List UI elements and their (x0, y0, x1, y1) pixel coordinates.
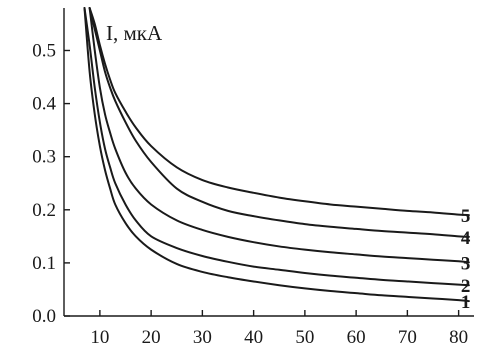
y-tick-label: 0.3 (32, 147, 56, 168)
series-curves (83, 7, 470, 303)
y-tick-label: 0.2 (32, 200, 56, 221)
series-line-4 (88, 7, 470, 238)
series-label-4: 4 (461, 228, 471, 249)
x-tick-label: 80 (449, 327, 468, 348)
series-label-5: 5 (461, 206, 471, 227)
x-ticks: 10 20 30 40 50 60 70 80 (90, 310, 468, 348)
y-tick-label: 0.5 (32, 40, 56, 61)
series-line-3 (88, 7, 470, 264)
series-line-5 (88, 7, 470, 217)
x-tick-label: 60 (347, 327, 366, 348)
axes (63, 8, 474, 317)
x-tick-label: 10 (90, 327, 109, 348)
series-label-3: 3 (461, 253, 471, 274)
series-labels: 123 45 (461, 206, 471, 313)
x-tick-label: 40 (244, 327, 263, 348)
y-tick-label: 0.4 (32, 94, 56, 115)
series-label-1: 1 (461, 292, 471, 313)
x-tick-label: 30 (193, 327, 212, 348)
y-axis-title: I, мкА (106, 21, 163, 45)
series-label-2: 2 (461, 276, 471, 297)
y-tick-label: 0.1 (32, 253, 56, 274)
y-tick-label: 0.0 (32, 306, 56, 327)
series-line-1 (83, 7, 470, 303)
series-line-2 (83, 7, 470, 287)
y-ticks: 0.0 0.1 0.2 0.3 0.4 0.5 (32, 40, 70, 327)
x-tick-label: 20 (142, 327, 161, 348)
x-tick-label: 70 (398, 327, 417, 348)
x-tick-label: 50 (295, 327, 314, 348)
